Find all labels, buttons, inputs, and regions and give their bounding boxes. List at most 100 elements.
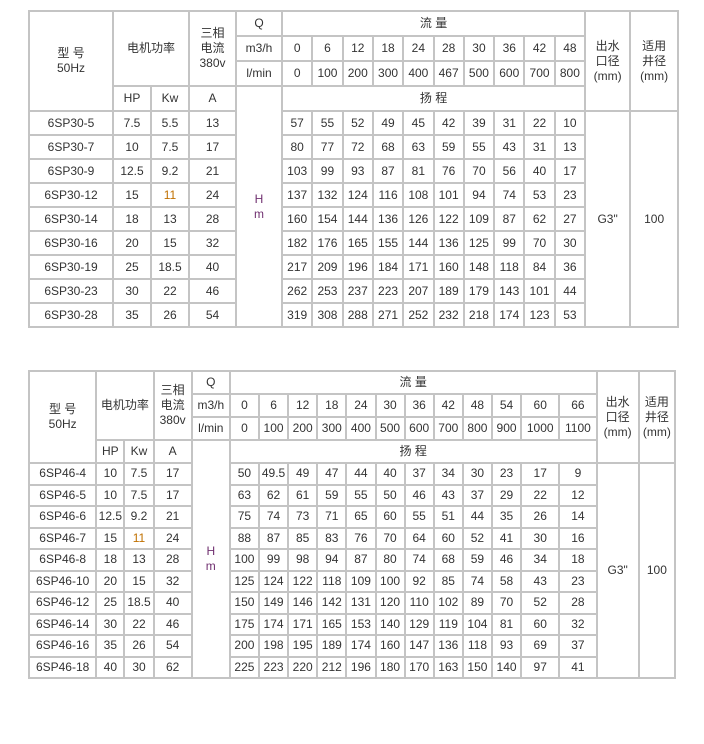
- head-cell: 72: [341, 134, 374, 160]
- model-cell: 6SP46-4: [27, 462, 98, 486]
- head-cell: 140: [374, 612, 406, 636]
- well-header-line: 井径: [642, 53, 667, 68]
- flow-lmin-cell: 300: [371, 60, 405, 87]
- head-cell: 60: [374, 505, 406, 529]
- head-cell: 262: [281, 278, 314, 304]
- head-cell: 271: [371, 302, 405, 328]
- head-cell: 100: [228, 548, 261, 572]
- q-header: Q: [235, 10, 284, 37]
- flow-lmin-cell: 467: [432, 60, 465, 87]
- head-cell: 109: [462, 206, 496, 232]
- head-cell: 146: [287, 591, 319, 615]
- table-row: 6SP30-16 20 15 32 182 176 165 155 144 136 125 99 70 3…: [28, 230, 678, 256]
- head-cell: 57: [281, 110, 314, 136]
- kw-cell: 30: [123, 655, 155, 679]
- model-cell: 6SP46-8: [27, 548, 98, 572]
- head-cell: 55: [462, 134, 496, 160]
- head-cell: 61: [287, 483, 319, 507]
- flow-lmin-cell: 700: [523, 60, 556, 87]
- head-cell: 63: [402, 134, 435, 160]
- outlet-header-line: 口径: [595, 53, 620, 68]
- flow-m3h-cell: 12: [341, 35, 374, 62]
- table-row: 6SP30-9 12.5 9.2 21 103 99 93 87 81 76 70 56 40 17: [28, 158, 678, 184]
- head-header: 扬 程: [228, 439, 598, 464]
- current-cell: 40: [188, 254, 238, 280]
- flow-lmin-cell: 300: [316, 416, 348, 441]
- head-cell: 100: [374, 569, 406, 593]
- kw-cell: 11: [149, 182, 191, 208]
- head-cell: 85: [287, 526, 319, 550]
- flow-m3h-cell: 48: [553, 35, 587, 62]
- head-cell: 99: [311, 158, 344, 184]
- flow-m3h-cell: 0: [228, 393, 261, 418]
- flow-lmin-cell: 500: [374, 416, 406, 441]
- model-cell: 6SP30-23: [28, 278, 114, 304]
- current-header: 三相 电流 380v: [188, 10, 238, 87]
- head-cell: 30: [553, 230, 587, 256]
- head-cell: 13: [553, 134, 587, 160]
- head-cell: 143: [493, 278, 526, 304]
- head-cell: 124: [341, 182, 374, 208]
- table-row: 6SP30-19 25 18.5 40 217 209 196 184 171 160 148 118…: [28, 254, 678, 280]
- head-cell: 175: [228, 612, 261, 636]
- head-cell: 75: [228, 505, 261, 529]
- kw-cell: 7.5: [123, 483, 155, 507]
- head-cell: 101: [432, 182, 465, 208]
- head-cell: 74: [403, 548, 435, 572]
- head-cell: 101: [523, 278, 556, 304]
- outlet-header-line: 口径: [605, 409, 630, 424]
- model-cell: 6SP46-12: [27, 591, 98, 615]
- flow-m3h-cell: 0: [281, 35, 314, 62]
- flow-lmin-cell: 500: [462, 60, 496, 87]
- outlet-header: 出水 口径 (mm): [595, 370, 640, 464]
- head-cell: 64: [403, 526, 435, 550]
- head-cell: 70: [490, 591, 523, 615]
- hp-cell: 10: [95, 483, 126, 507]
- head-cell: 39: [462, 110, 496, 136]
- current-cell: 54: [152, 634, 193, 658]
- head-cell: 136: [432, 230, 465, 256]
- kw-cell: 18.5: [149, 254, 191, 280]
- model-cell: 6SP30-28: [28, 302, 114, 328]
- current-header-line: 380v: [159, 413, 186, 427]
- head-cell: 26: [520, 505, 561, 529]
- head-cell: 44: [553, 278, 587, 304]
- head-cell: 55: [311, 110, 344, 136]
- well-header-line: (mm): [642, 424, 671, 439]
- hp-cell: 10: [95, 462, 126, 486]
- head-cell: 55: [345, 483, 377, 507]
- flow-m3h-cell: 48: [461, 393, 494, 418]
- kw-cell: 26: [123, 634, 155, 658]
- head-cell: 76: [345, 526, 377, 550]
- model-cell: 6SP46-6: [27, 505, 98, 529]
- head-cell: 136: [371, 206, 405, 232]
- head-cell: 163: [432, 655, 464, 679]
- hp-cell: 12.5: [112, 158, 152, 184]
- current-header-line: 电流: [160, 398, 185, 412]
- outlet-header-line: 出水: [605, 394, 630, 409]
- table-row: 6SP30-23 30 22 46 262 253 237 223 207 189 179 143 10…: [28, 278, 678, 304]
- hp-header: HP: [95, 439, 126, 464]
- hp-cell: 7.5: [112, 110, 152, 136]
- kw-cell: 9.2: [149, 158, 191, 184]
- head-cell: 22: [523, 110, 556, 136]
- flow-m3h-cell: 12: [287, 393, 319, 418]
- unit-m3h: m3/h: [190, 393, 231, 418]
- current-cell: 54: [188, 302, 238, 328]
- head-cell: 218: [462, 302, 496, 328]
- head-cell: 58: [490, 569, 523, 593]
- table-row: 6SP46-16 35 26 54 200 198 195 189 174 160 147 136 11…: [27, 634, 675, 658]
- head-cell: 142: [316, 591, 348, 615]
- table-row: 6SP46-14 30 22 46 175 174 171 165 153 140 129 119 10…: [27, 612, 675, 636]
- head-cell: 144: [341, 206, 374, 232]
- flow-lmin-cell: 900: [490, 416, 523, 441]
- head-cell: 65: [345, 505, 377, 529]
- hp-header: HP: [112, 85, 152, 112]
- head-cell: 35: [490, 505, 523, 529]
- head-unit-cell-line: m: [254, 206, 265, 221]
- head-cell: 94: [462, 182, 496, 208]
- head-cell: 98: [287, 548, 319, 572]
- head-cell: 42: [432, 110, 465, 136]
- model-cell: 6SP30-19: [28, 254, 114, 280]
- head-cell: 144: [402, 230, 435, 256]
